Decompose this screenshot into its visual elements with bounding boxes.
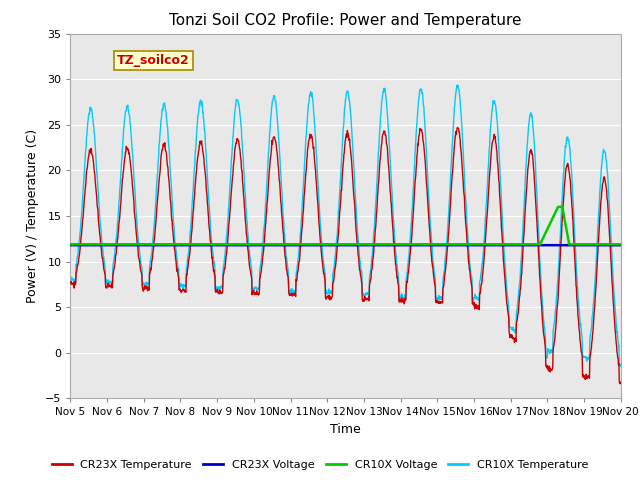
Legend: CR23X Temperature, CR23X Voltage, CR10X Voltage, CR10X Temperature: CR23X Temperature, CR23X Voltage, CR10X … — [47, 456, 593, 474]
Y-axis label: Power (V) / Temperature (C): Power (V) / Temperature (C) — [26, 129, 40, 303]
Title: Tonzi Soil CO2 Profile: Power and Temperature: Tonzi Soil CO2 Profile: Power and Temper… — [170, 13, 522, 28]
Text: TZ_soilco2: TZ_soilco2 — [117, 54, 190, 67]
X-axis label: Time: Time — [330, 423, 361, 436]
